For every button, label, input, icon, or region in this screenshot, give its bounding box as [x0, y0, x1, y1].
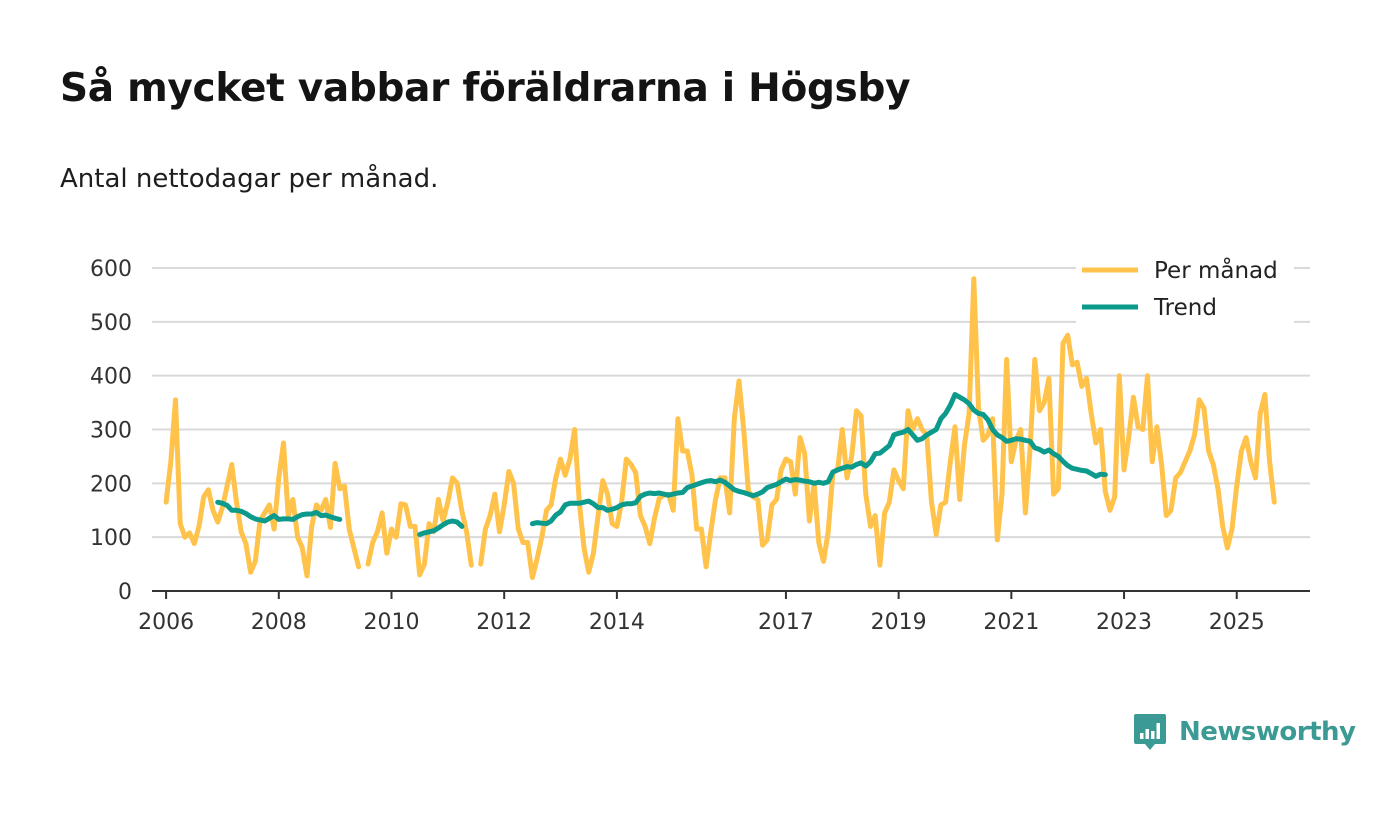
- y-tick-label-500: 500: [90, 311, 132, 336]
- x-tick-label-2019: 2019: [871, 610, 927, 635]
- y-tick-label-600: 600: [90, 257, 132, 282]
- series-line-trend-2: [417, 518, 465, 537]
- x-tick-label-2021: 2021: [983, 610, 1039, 635]
- y-tick-label-100: 100: [90, 526, 132, 551]
- newsworthy-logo: Newsworthy: [1133, 712, 1356, 752]
- x-tick-label-2014: 2014: [589, 610, 645, 635]
- x-tick-label-2017: 2017: [758, 610, 814, 635]
- y-tick-label-200: 200: [90, 472, 132, 497]
- chart-title: Så mycket vabbar föräldrarna i Högsby: [60, 66, 911, 111]
- y-tick-label-300: 300: [90, 419, 132, 444]
- x-tick-label-2006: 2006: [138, 610, 194, 635]
- series-line-trend-3: [529, 392, 1108, 527]
- legend-background: [1076, 250, 1294, 324]
- y-tick-label-400: 400: [90, 365, 132, 390]
- series-lines: [163, 276, 1277, 580]
- series-line-per-manad: [163, 276, 1277, 580]
- y-axis-labels: 0 100 200 300 400 500 600: [90, 257, 132, 605]
- newsworthy-logo-icon: [1134, 714, 1166, 750]
- x-tick-label-2012: 2012: [476, 610, 532, 635]
- x-tick-label-2010: 2010: [363, 610, 419, 635]
- brand-name: Newsworthy: [1179, 717, 1356, 747]
- series-line-trend-1: [215, 499, 343, 524]
- x-tick-label-2008: 2008: [251, 610, 307, 635]
- x-axis-ticks: [165, 591, 1238, 599]
- x-tick-label-2025: 2025: [1209, 610, 1265, 635]
- y-tick-label-0: 0: [118, 580, 132, 605]
- legend-label-trend: Trend: [1153, 295, 1217, 321]
- x-axis-labels: 2006 2008 2010 2012 2014 2017 2019 2021 2023 2025: [138, 610, 1265, 635]
- legend: Per månad Trend: [1076, 250, 1294, 324]
- chart-subtitle: Antal nettodagar per månad.: [60, 164, 439, 194]
- x-tick-label-2023: 2023: [1096, 610, 1152, 635]
- legend-label-per-manad: Per månad: [1154, 256, 1278, 284]
